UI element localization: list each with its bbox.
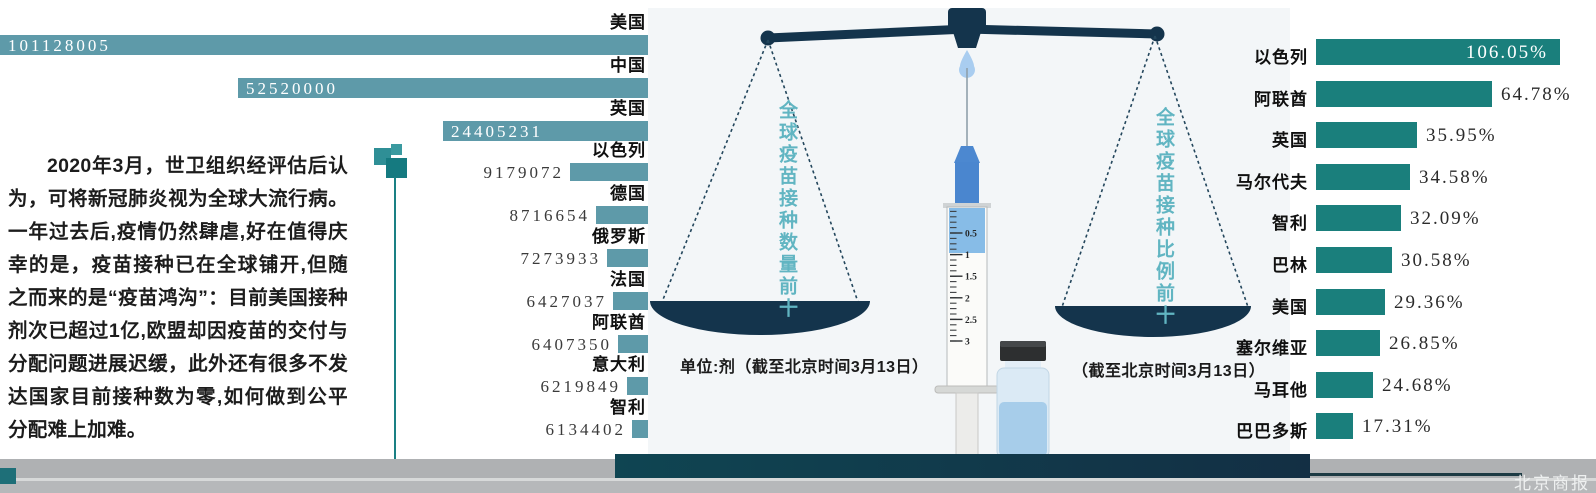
ratio-chart-category-label: 巴巴多斯 <box>1236 422 1308 442</box>
count-chart-bar <box>618 334 648 353</box>
ratio-chart-bar <box>1316 288 1385 315</box>
count-chart-value: 9179072 <box>483 163 564 183</box>
count-chart-unit-note: 单位:剂（截至北京时间3月13日） <box>680 359 929 376</box>
count-chart-bar <box>596 206 648 225</box>
ratio-chart-value: 32.09% <box>1410 208 1481 230</box>
count-chart-category-label: 俄罗斯 <box>592 227 646 246</box>
ratio-chart-value: 26.85% <box>1389 333 1460 355</box>
count-chart-value: 6427037 <box>526 291 607 311</box>
count-chart-bar <box>0 35 648 55</box>
scale-table-bar <box>615 454 1310 478</box>
count-chart-category-label: 法国 <box>610 269 646 289</box>
count-chart-value: 6407350 <box>531 334 612 354</box>
decor-square-icon <box>386 158 407 178</box>
ratio-chart-category-label: 英国 <box>1272 131 1308 151</box>
count-chart-bar <box>627 377 648 396</box>
ratio-chart-title: 全球疫苗接种比例前十 <box>1153 107 1174 327</box>
ratio-chart-value: 64.78% <box>1501 83 1572 105</box>
count-chart-title: 全球疫苗接种数量前十 <box>776 100 797 320</box>
scale-table-shadow-line <box>1310 473 1522 476</box>
source-credit: 北京商报 <box>1514 474 1590 493</box>
intro-paragraph: 2020年3月，世卫组织经评估后认为，可将新冠肺炎视为全球大流行病。一年过去后,… <box>8 155 348 441</box>
ratio-chart-bar <box>1316 122 1417 149</box>
ratio-chart-category-label: 智利 <box>1272 214 1308 234</box>
ratio-chart-value: 34.58% <box>1419 166 1490 188</box>
ratio-chart-category-label: 巴林 <box>1272 256 1308 275</box>
ratio-chart-category-label: 塞尔维亚 <box>1236 339 1308 359</box>
count-chart-bar <box>613 291 648 310</box>
count-chart-value: 101128005 <box>8 36 111 55</box>
ratio-chart-category-label: 阿联酋 <box>1254 89 1308 109</box>
count-chart-value: 6134402 <box>545 420 626 440</box>
footer-strip-gap <box>0 478 1596 481</box>
count-chart-value: 7273933 <box>520 249 601 268</box>
ratio-chart-category-label: 马耳他 <box>1254 380 1308 400</box>
ratio-chart-bar <box>1316 413 1353 440</box>
count-chart-category-label: 以色列 <box>592 141 646 161</box>
ratio-chart-value: 17.31% <box>1362 416 1433 438</box>
ratio-chart-category-label: 美国 <box>1272 297 1308 317</box>
count-chart-value: 8716654 <box>509 206 590 226</box>
decor-square-icon <box>391 144 402 155</box>
count-chart-bar <box>443 120 648 141</box>
ratio-chart-bar <box>1316 163 1410 190</box>
count-chart-category-label: 美国 <box>610 13 646 32</box>
count-chart-value: 52520000 <box>246 78 338 98</box>
count-chart-value: 6219849 <box>540 377 621 397</box>
ratio-chart-note: （截至北京时间3月13日） <box>1072 363 1266 380</box>
count-chart-bar <box>607 249 648 267</box>
ratio-chart-bar <box>1316 80 1492 107</box>
ratio-chart-value: 106.05% <box>1465 42 1548 63</box>
count-chart-category-label: 德国 <box>610 184 646 204</box>
count-chart-value: 24405231 <box>451 121 543 141</box>
footer-square-icon <box>0 468 16 484</box>
footer-strip-lower <box>0 481 1596 493</box>
count-chart-bar <box>570 163 648 182</box>
count-chart-category-label: 中国 <box>610 55 646 75</box>
count-chart-bar <box>238 77 648 98</box>
ratio-chart-category-label: 以色列 <box>1254 48 1308 67</box>
ratio-chart-value: 29.36% <box>1394 291 1465 313</box>
ratio-chart-category-label: 马尔代夫 <box>1236 172 1308 192</box>
count-chart-category-label: 阿联酋 <box>592 312 646 332</box>
ratio-chart-value: 35.95% <box>1426 125 1497 147</box>
count-chart-category-label: 智利 <box>610 398 646 418</box>
ratio-chart-value: 30.58% <box>1401 250 1472 271</box>
decor-vertical-rule <box>394 177 396 480</box>
count-chart-bar <box>632 420 648 439</box>
count-chart-category-label: 英国 <box>610 98 646 118</box>
ratio-chart-value: 24.68% <box>1382 374 1453 396</box>
ratio-chart-bar <box>1316 371 1373 398</box>
ratio-chart-bar <box>1316 39 1560 65</box>
count-chart-category-label: 意大利 <box>592 355 646 375</box>
ratio-chart-bar <box>1316 247 1392 273</box>
ratio-chart-bar <box>1316 205 1401 232</box>
ratio-chart-bar <box>1316 330 1380 357</box>
